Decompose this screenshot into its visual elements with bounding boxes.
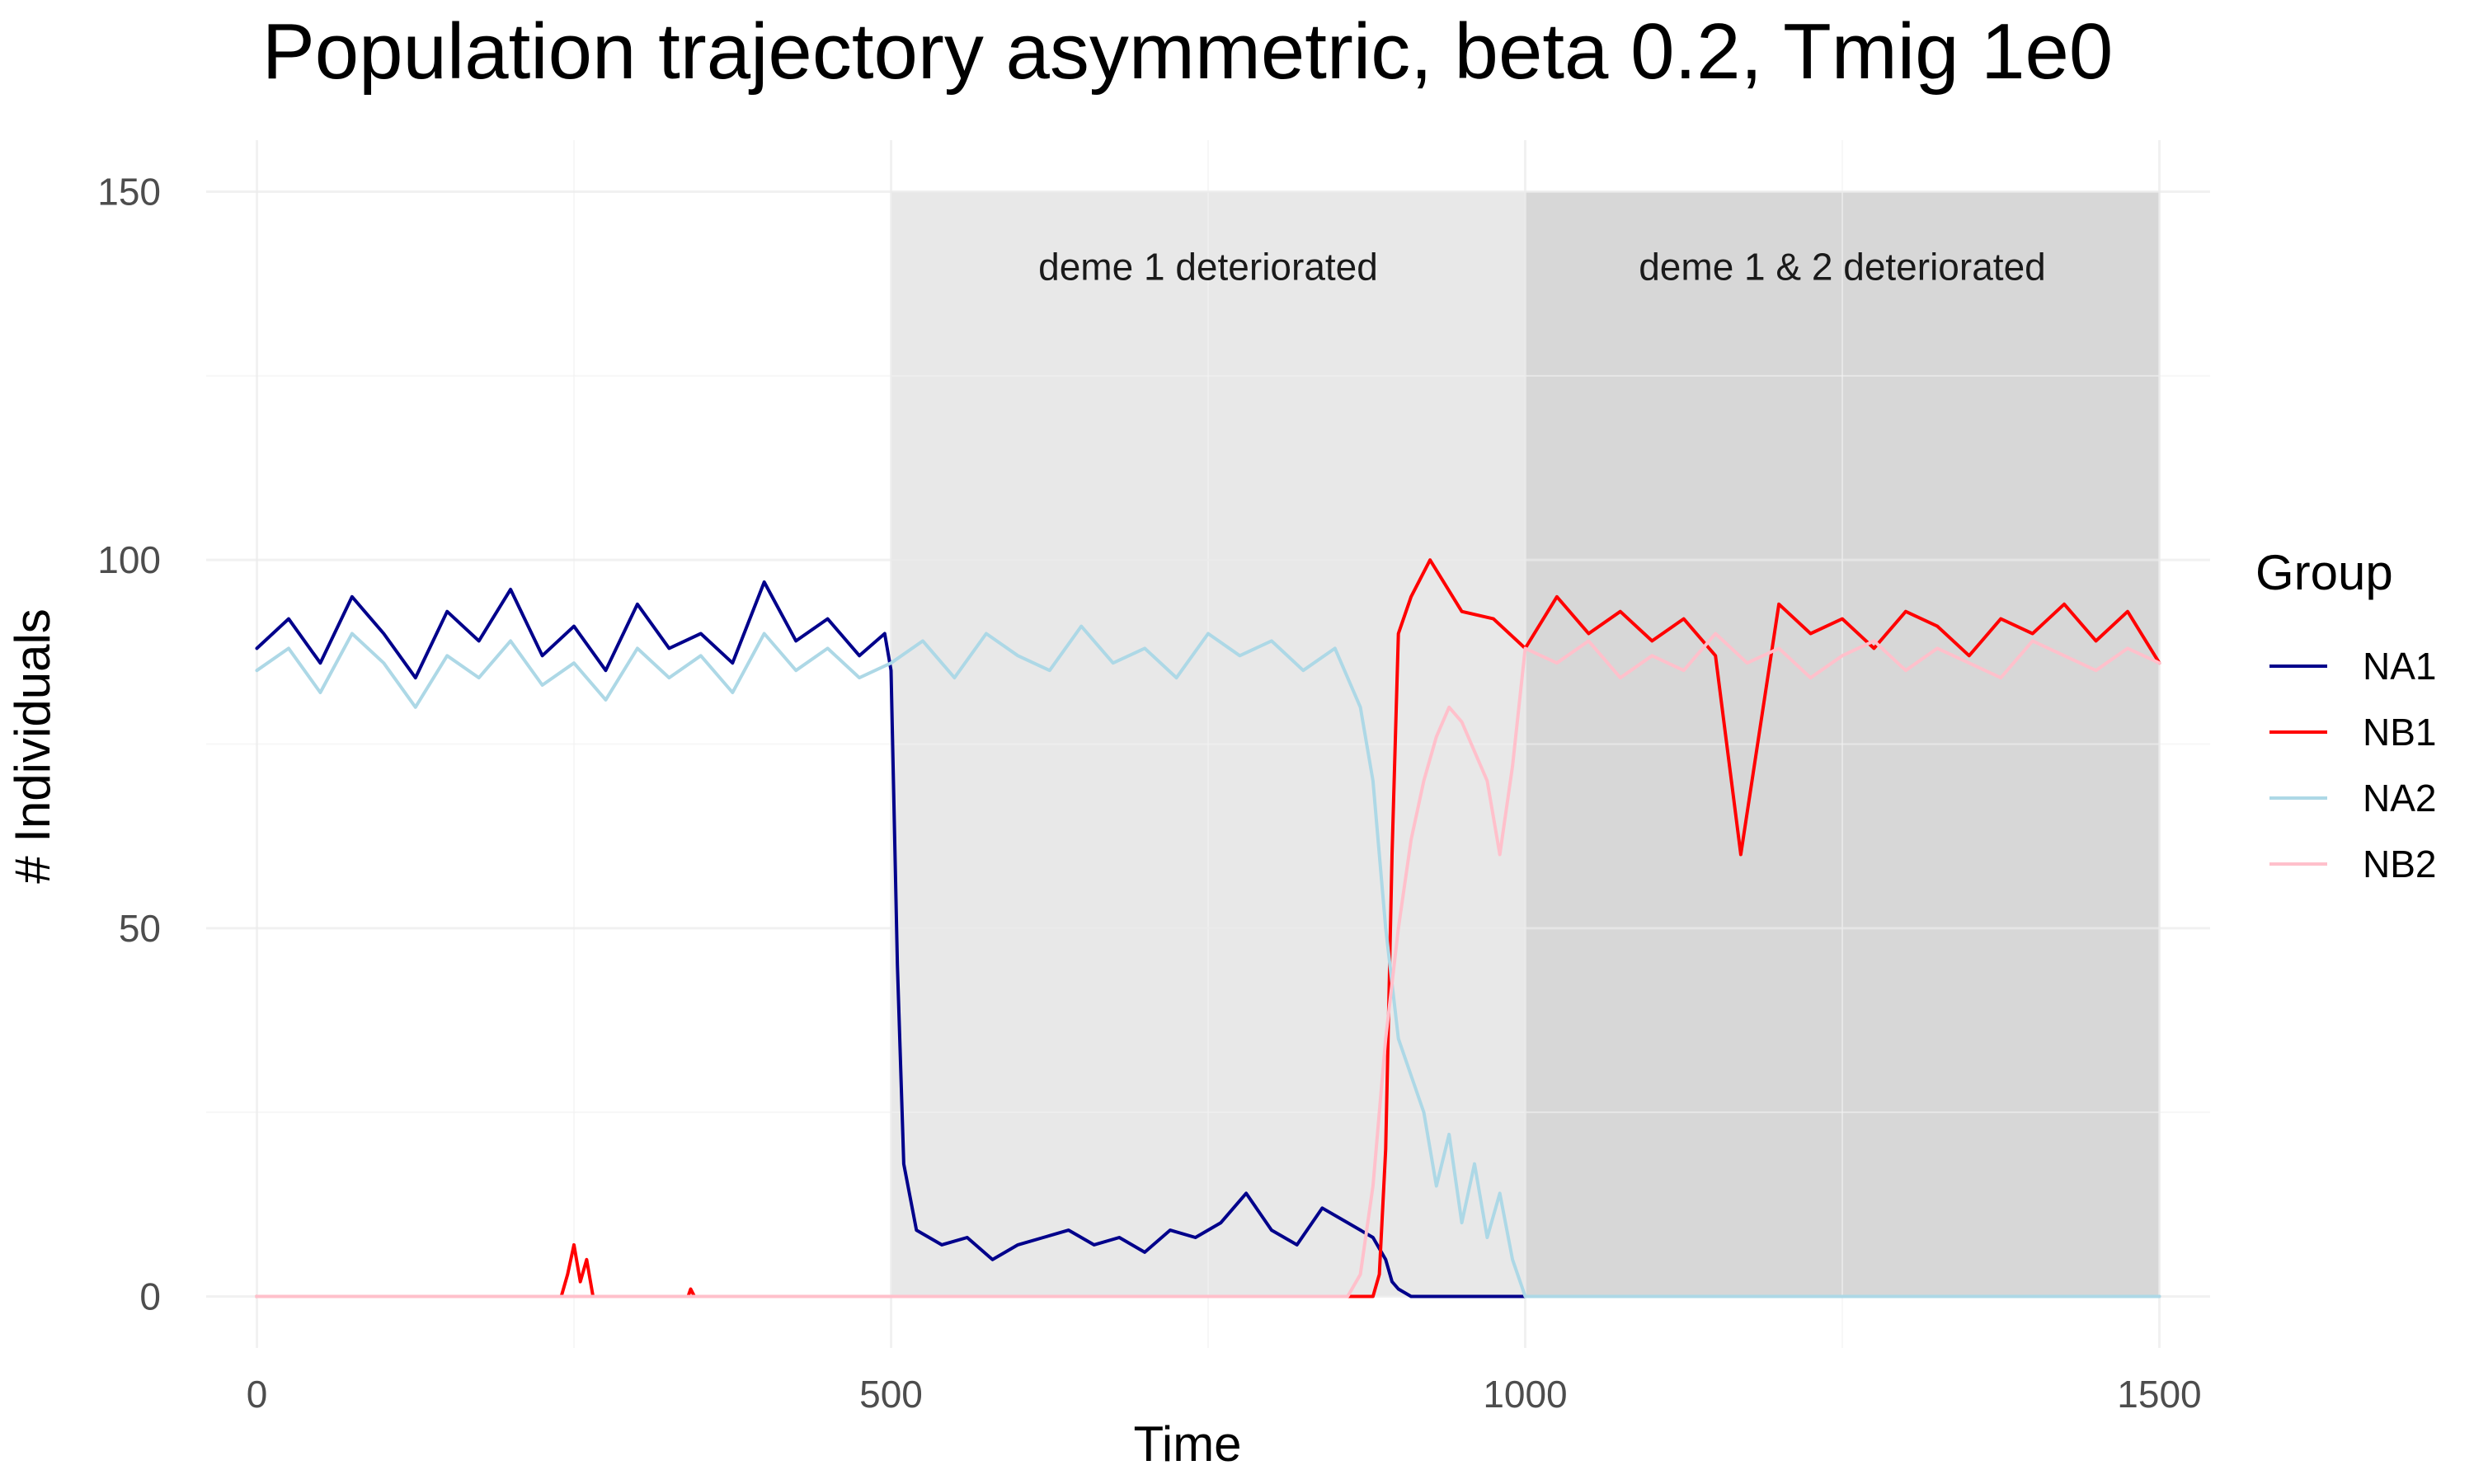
series-line-na2 [255,624,2161,1298]
series-line-nb2 [255,632,2161,1298]
x-tick-label: 1000 [1483,1373,1567,1416]
y-axis-ticks: 0 50 100 150 [97,171,161,1318]
legend-item-na2: NA2 [2269,777,2436,819]
x-tick-label: 0 [247,1373,268,1416]
legend-label: NA1 [2363,645,2436,688]
x-axis-title: Time [1133,1416,1241,1472]
legend: Group NA1 NB1 NA2 NB2 [2255,545,2436,885]
x-tick-label: 1500 [2117,1373,2201,1416]
legend-title: Group [2255,545,2393,600]
plot-panel: deme 1 deteriorated deme 1 & 2 deteriorat… [206,140,2210,1348]
series-lines [255,558,2161,1298]
y-axis-title: # Individuals [5,608,60,884]
region-annotations: deme 1 deteriorated deme 1 & 2 deteriorat… [1038,246,2046,289]
y-tick-label: 150 [97,171,161,214]
y-tick-label: 100 [97,538,161,581]
legend-label: NA2 [2363,777,2436,819]
legend-label: NB1 [2363,711,2436,754]
legend-items: NA1 NB1 NA2 NB2 [2269,645,2436,885]
legend-item-nb2: NB2 [2269,843,2436,885]
x-tick-label: 500 [859,1373,923,1416]
region-annotation-1: deme 1 deteriorated [1038,246,1378,289]
x-axis-ticks: 0 500 1000 1500 [247,1373,2202,1416]
legend-label: NB2 [2363,843,2436,885]
y-tick-label: 50 [119,907,161,950]
chart-title: Population trajectory asymmetric, beta 0… [262,7,2114,96]
legend-item-nb1: NB1 [2269,711,2436,754]
y-tick-label: 0 [139,1275,161,1317]
series-line-na1 [255,580,1527,1298]
region-annotation-2: deme 1 & 2 deteriorated [1639,246,2046,289]
legend-item-na1: NA1 [2269,645,2436,688]
